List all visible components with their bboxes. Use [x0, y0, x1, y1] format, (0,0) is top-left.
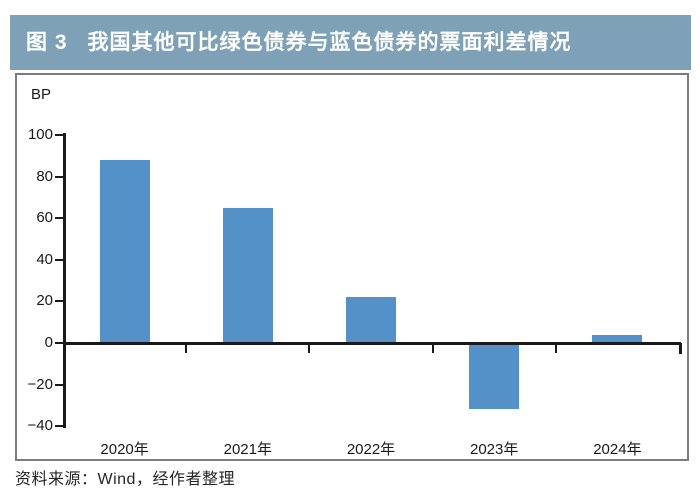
x-category-label: 2022年	[346, 441, 396, 458]
x-tick	[185, 343, 188, 353]
y-tick	[55, 175, 63, 178]
x-tick	[431, 343, 434, 353]
chart-panel: BP 100 80 60 40 20 0 −20 −40 2020年 2021年 2022年 2023…	[15, 73, 689, 461]
y-tick-label: 80	[36, 167, 53, 185]
source-note: 资料来源：Wind，经作者整理	[15, 471, 235, 488]
figure-number-label: 图 3	[26, 31, 68, 54]
bar-2022年	[346, 297, 396, 345]
y-tick-label: −20	[27, 375, 53, 393]
bar-chart-plot-area: 100 80 60 40 20 0 −20 −40 2020年 2021年 2022年 2023年 20…	[17, 75, 687, 459]
y-tick	[55, 383, 63, 386]
y-tick-label: 40	[36, 250, 53, 268]
x-axis-end-tick	[679, 343, 682, 354]
y-tick	[55, 342, 63, 344]
y-axis-unit-label: BP	[31, 86, 52, 103]
figure-title-text: 我国其他可比绿色债券与蓝色债券的票面利差情况	[87, 31, 572, 54]
y-tick	[55, 217, 63, 220]
x-category-label: 2023年	[470, 441, 519, 458]
y-tick	[55, 425, 63, 428]
x-tick	[308, 343, 311, 353]
y-tick-label: −40	[27, 417, 53, 435]
y-tick-label: 100	[27, 126, 53, 143]
bar-2021年	[222, 207, 273, 345]
x-tick	[554, 343, 557, 353]
y-tick-label: 0	[44, 334, 53, 351]
y-tick	[55, 258, 63, 261]
y-tick-label: 60	[36, 209, 53, 227]
bar-2024年	[592, 334, 643, 345]
x-category-label: 2020年	[100, 441, 149, 458]
x-category-label: 2024年	[593, 441, 642, 458]
y-tick	[55, 300, 63, 303]
y-tick	[55, 134, 63, 136]
y-axis-line	[63, 133, 66, 429]
x-category-label: 2021年	[223, 441, 272, 458]
y-tick-label: 20	[36, 292, 53, 310]
figure-title-bar: 图 3 我国其他可比绿色债券与蓝色债券的票面利差情况	[10, 15, 691, 70]
bar-2023年	[469, 343, 520, 409]
bar-2020年	[99, 159, 150, 345]
x-axis-line	[63, 341, 681, 345]
